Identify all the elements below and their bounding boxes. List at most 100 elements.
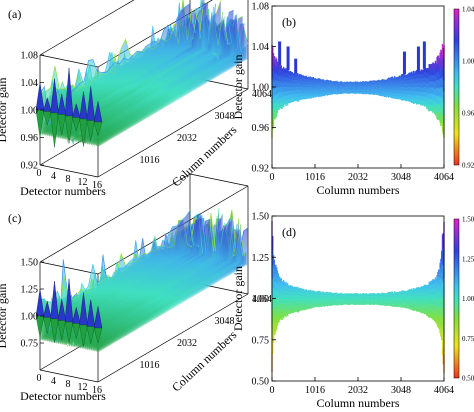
x-tick-label: 2032 (348, 172, 368, 183)
x-tick-label: 12 (78, 382, 88, 393)
panel-label: (d) (282, 225, 296, 239)
band-marks (271, 41, 445, 138)
y-tick-label: 1.25 (252, 253, 270, 264)
panel-d: 0 1016 2032 3048 4064 0.50 0.75 1.00 1.25 1.50 Col… (231, 212, 474, 411)
front-trough (86, 326, 96, 344)
z-axis-label: Detector gain (0, 78, 9, 143)
y-tick-label: 1.00 (252, 83, 270, 94)
z-tick-label: 0.92 (21, 161, 39, 172)
x-axis-label: Column numbers (317, 396, 400, 410)
x-tick-label: 16 (92, 180, 102, 191)
x-tick-label: 1016 (305, 172, 325, 183)
front-trough (57, 320, 66, 340)
x-tick-label: 1016 (305, 385, 325, 396)
surface-strip (40, 3, 190, 135)
panel-c: 0.751.001.251.500 4 8 12 161016203230484064D… (0, 173, 272, 403)
y-tick-label: 2032 (177, 133, 197, 144)
box-edge (39, 261, 99, 275)
x-axis-label: Column numbers (317, 183, 400, 197)
y-tick-label: 3048 (215, 316, 235, 327)
y-tick-label: 0.50 (252, 377, 270, 388)
y-tick-label: 4064 (252, 294, 272, 305)
y-tick-label: 1016 (140, 155, 160, 166)
colorbar-tick-label: 1.00 (462, 58, 474, 66)
front-trough (50, 318, 59, 343)
x-tick-label: 0 (37, 373, 42, 384)
front-trough (71, 117, 81, 132)
z-axis-label: Detector gain (0, 284, 9, 349)
y-tick-label: 2032 (177, 338, 197, 349)
surface-line (39, 3, 191, 125)
panel-label: (a) (8, 7, 21, 21)
z-tick-label: 1.50 (21, 258, 39, 269)
band-marks (271, 221, 445, 374)
x-tick-label: 8 (66, 174, 71, 185)
front-trough (93, 327, 103, 344)
surface (35, 0, 249, 148)
panel-label: (b) (282, 15, 296, 29)
x-tick-label: 12 (78, 177, 88, 188)
x-tick-label: 8 (66, 379, 71, 390)
y-tick-label: 1.50 (252, 212, 270, 223)
z-tick-label: 1.08 (21, 51, 39, 62)
y-tick-label: 0.92 (252, 164, 270, 175)
z-tick-label: 1.00 (21, 106, 39, 117)
z-tick-label: 1.25 (21, 285, 39, 296)
front-trough (93, 121, 103, 137)
front-trough (79, 324, 88, 347)
surface-strip (40, 210, 190, 341)
box-edge (97, 293, 249, 383)
y-tick-label: 1.04 (252, 42, 270, 53)
x-tick-label: 0 (270, 385, 275, 396)
surface-line (39, 210, 191, 330)
panel-a: 0.920.961.001.041.080 4 8 12 161016203230484… (0, 0, 272, 198)
box-edge (39, 173, 191, 263)
x-tick-label: 4064 (434, 172, 454, 183)
y-tick-label: 1016 (140, 360, 160, 371)
x-tick-label: 3048 (391, 385, 411, 396)
front-trough (64, 321, 74, 344)
colorbar-tick-label: 1.04 (462, 6, 474, 14)
box-edge (97, 88, 249, 178)
x-tick-label: 4 (51, 376, 56, 387)
x-tick-label: 0 (270, 172, 275, 183)
y-tick-label: 1.08 (252, 2, 270, 13)
front-trough (64, 115, 74, 144)
front-trough (86, 120, 95, 142)
x-tick-label: 16 (92, 385, 102, 396)
colorbar-tick-label: 1.25 (462, 255, 474, 263)
surface (35, 208, 249, 353)
x-tick-label: 0 (37, 168, 42, 179)
x-tick-label: 3048 (391, 172, 411, 183)
colorbar-tick-label: 0.75 (462, 335, 474, 343)
colorbar-tick-label: 1.00 (462, 295, 474, 303)
y-tick-label: 1.00 (252, 294, 270, 305)
z-tick-label: 1.00 (21, 312, 39, 323)
y-tick-label: 0.96 (252, 123, 270, 134)
z-tick-label: 1.04 (21, 78, 39, 89)
z-tick-label: 0.75 (21, 339, 39, 350)
colorbar-tick-label: 0.96 (462, 110, 474, 118)
front-trough (57, 114, 66, 136)
x-tick-label: 4 (51, 171, 56, 182)
box-edge (189, 173, 249, 187)
front-trough (71, 323, 81, 340)
x-tick-label: 2032 (348, 385, 368, 396)
colorbar (453, 218, 460, 379)
box-edge (39, 0, 135, 56)
y-axis-label: Detector gain (231, 55, 245, 120)
x-tick-label: 4064 (434, 385, 454, 396)
front-trough (50, 112, 59, 148)
y-axis-label: Detector gain (231, 266, 245, 331)
front-trough (42, 317, 52, 334)
x-axis-label: Detector numbers (20, 184, 106, 198)
box-edge (39, 369, 99, 383)
front-trough (79, 118, 88, 147)
front-trough (42, 111, 52, 126)
colorbar-tick-label: 0.92 (462, 162, 474, 170)
z-tick-label: 0.96 (21, 133, 39, 144)
box-edge (39, 164, 99, 178)
y-tick-label: 0.75 (252, 335, 270, 346)
y-tick-label: 4064 (252, 89, 272, 100)
